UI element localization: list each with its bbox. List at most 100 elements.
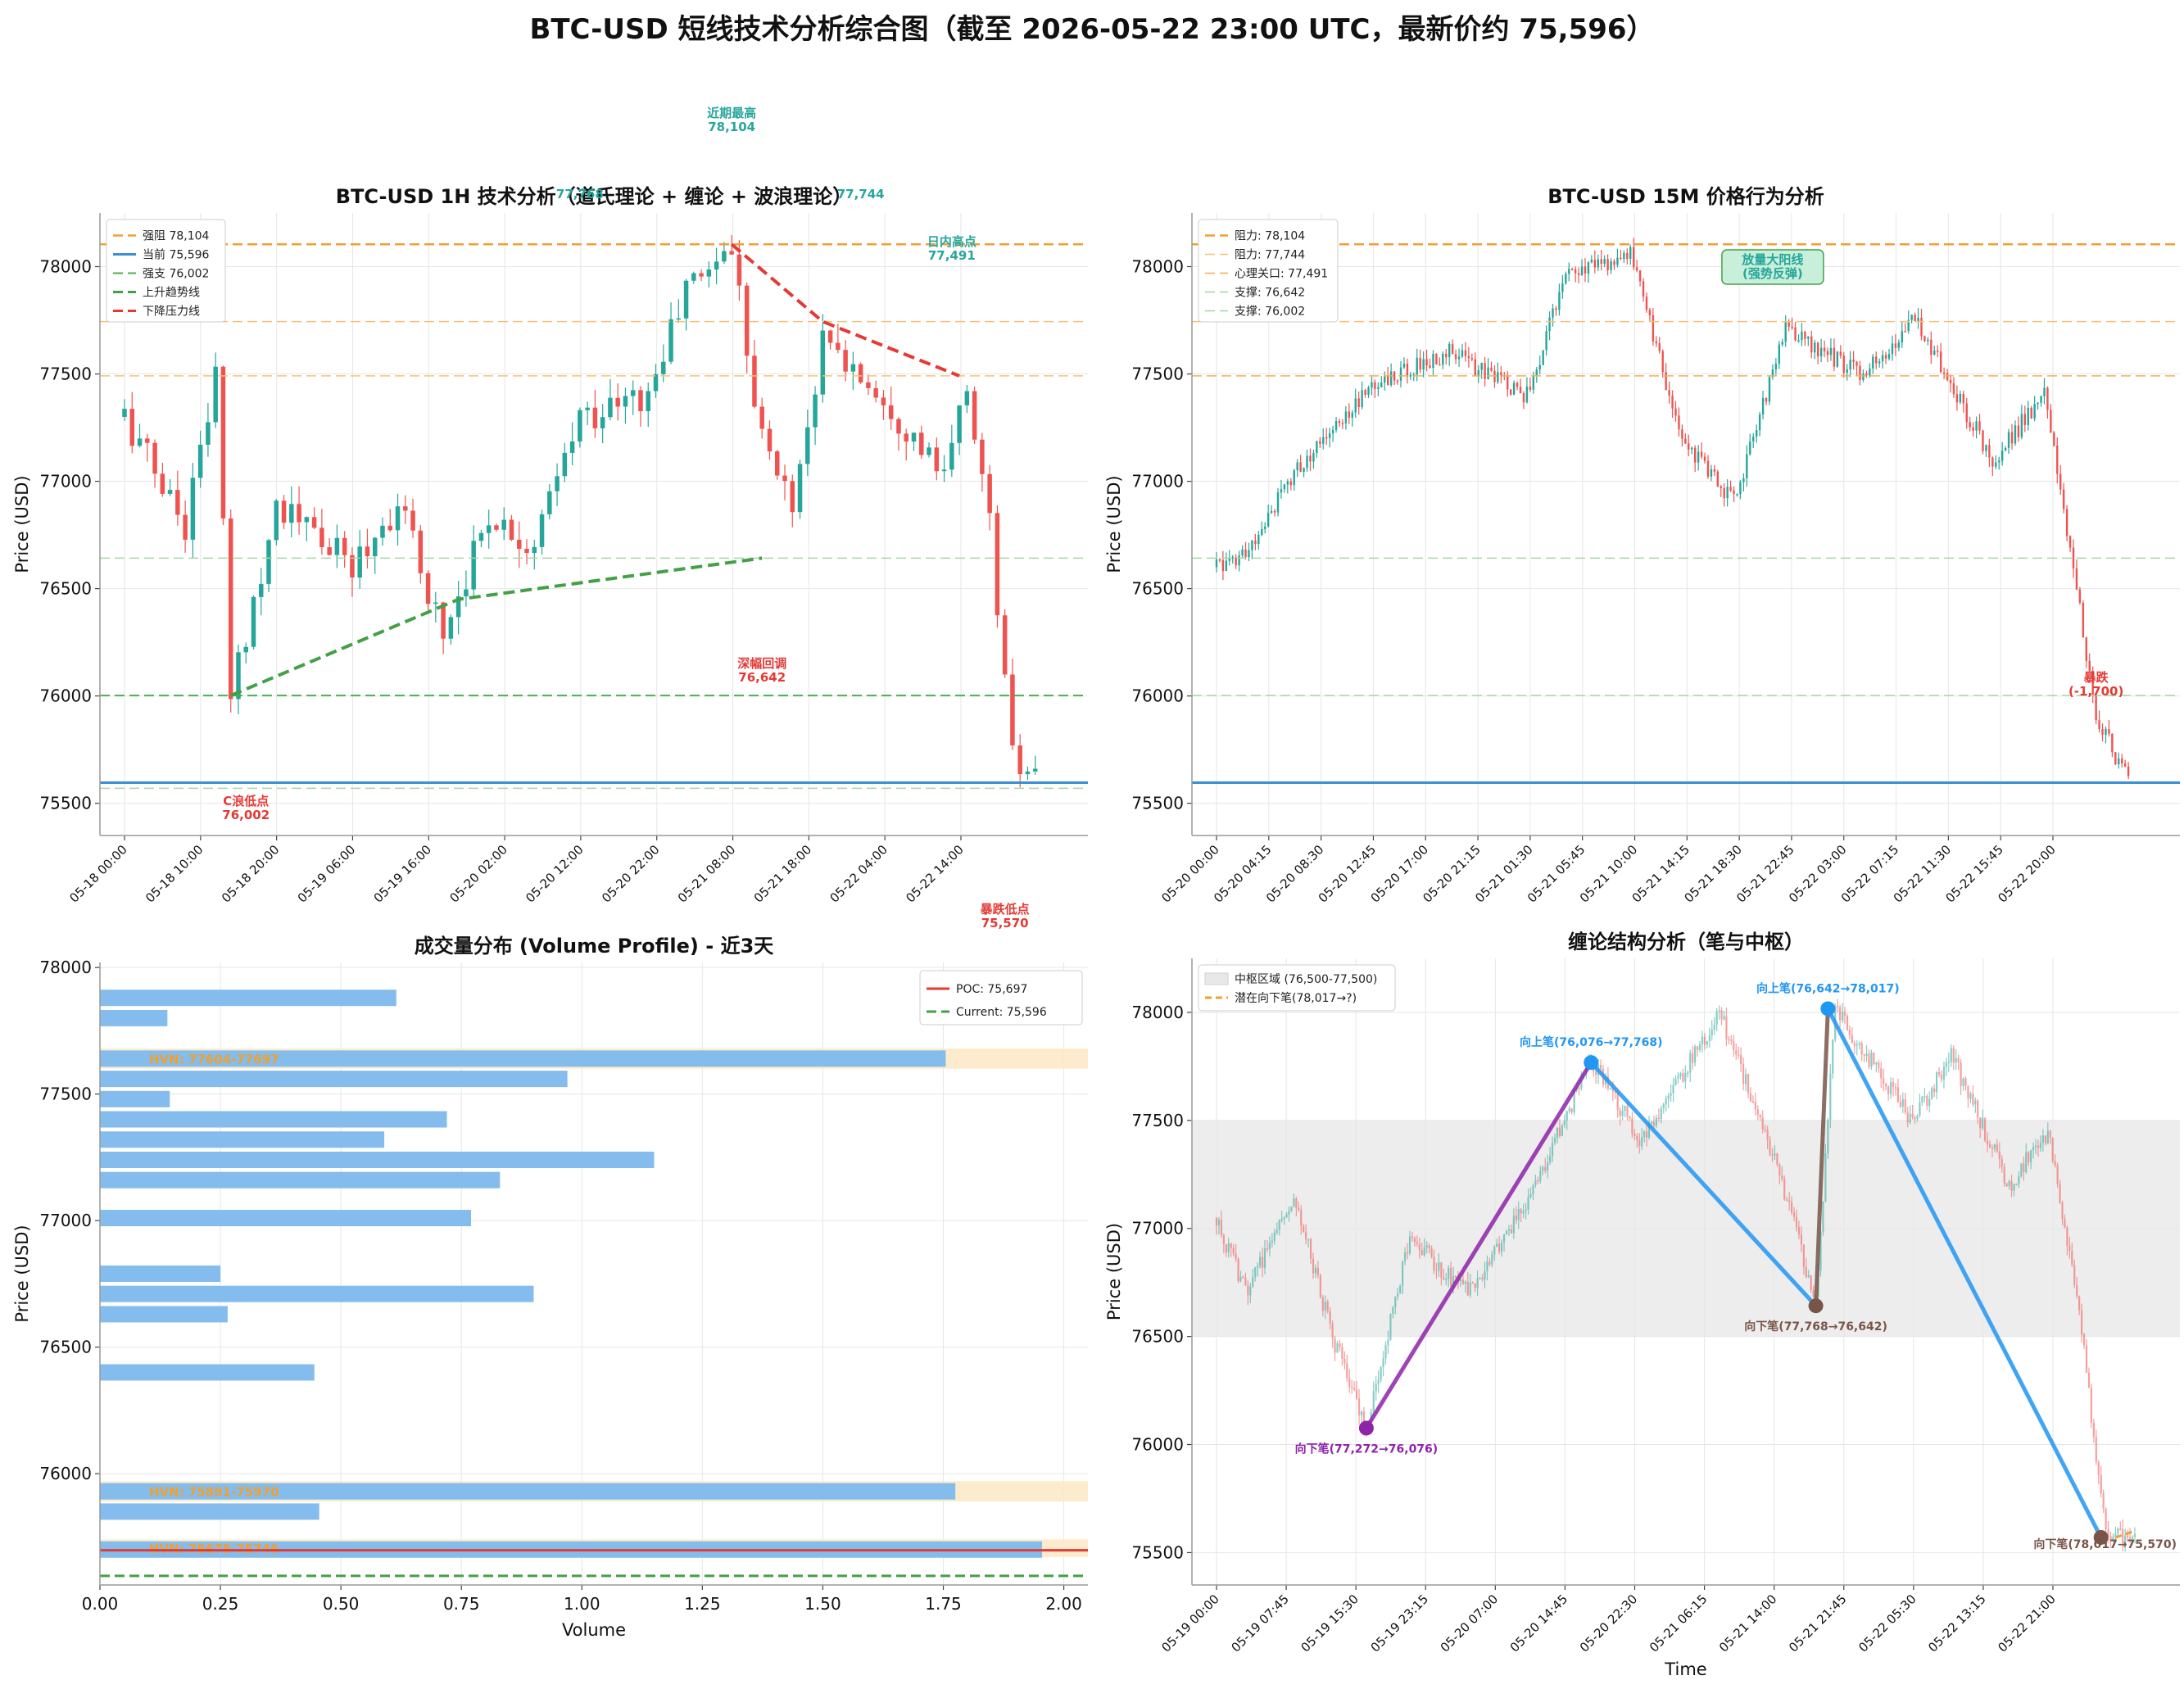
candle-body xyxy=(866,382,871,388)
candle-body xyxy=(1665,372,1667,391)
candle-body xyxy=(129,409,135,446)
candle-body xyxy=(2131,1537,2134,1539)
candle-body xyxy=(1263,1248,1266,1268)
candle-body xyxy=(1406,1252,1409,1254)
candle-body xyxy=(1570,1108,1573,1112)
candle-body xyxy=(1537,1180,1539,1182)
candle-body xyxy=(1629,1116,1631,1119)
candle-body xyxy=(2087,1372,2091,1388)
candle-body xyxy=(1553,1138,1556,1143)
annotation-text: 78,104 xyxy=(708,120,755,134)
candle-body xyxy=(259,583,264,597)
annotation-text: 深幅回调 xyxy=(737,656,786,671)
legend-label: 上升趋势线 xyxy=(143,287,200,300)
candle-body xyxy=(365,546,370,557)
candle-body xyxy=(1510,1229,1512,1234)
candle-body xyxy=(1674,1078,1677,1085)
y-axis-label: Price (USD) xyxy=(1104,475,1124,573)
candle-body xyxy=(1778,344,1781,365)
xtick-label: 0.25 xyxy=(202,1594,239,1614)
candle-body xyxy=(1464,1281,1466,1284)
candle-body xyxy=(1566,1111,1568,1121)
candle-body xyxy=(1710,1029,1713,1036)
ytick-label: 77500 xyxy=(1131,1111,1184,1130)
candle-body xyxy=(1706,460,1710,477)
candle-body xyxy=(1887,354,1891,359)
candle-body xyxy=(699,273,704,277)
candle-body xyxy=(1671,395,1674,409)
candle-body xyxy=(1331,1323,1334,1339)
legend-label: 强支 76,002 xyxy=(143,268,209,281)
xtick-label: 1.00 xyxy=(564,1594,600,1614)
candle-body xyxy=(1846,369,1848,373)
candle-body xyxy=(1587,262,1590,274)
chart-title: 缠论结构分析（笔与中枢） xyxy=(1568,931,1804,953)
candle-body xyxy=(478,532,484,541)
candle-body xyxy=(1321,1297,1324,1311)
candle-body xyxy=(1590,260,1593,263)
candle-body xyxy=(1527,1197,1529,1210)
candle-body xyxy=(1655,1117,1657,1126)
candle-body xyxy=(547,491,552,514)
candle-body xyxy=(1561,1125,1563,1136)
candle-body xyxy=(1469,1282,1471,1296)
candle-body xyxy=(1720,1010,1723,1020)
candle-body xyxy=(1771,369,1774,378)
candle-body xyxy=(1693,447,1697,463)
candle-body xyxy=(1408,1236,1411,1254)
candle-body xyxy=(1726,487,1729,499)
candle-body xyxy=(1343,1359,1346,1364)
hvn-label: HVN: 77604-77697 xyxy=(149,1052,279,1066)
candle-body xyxy=(911,432,917,442)
candle-body xyxy=(1413,1238,1416,1243)
candle-body xyxy=(2032,1147,2035,1151)
legend-box xyxy=(1198,219,1339,323)
candle-body xyxy=(1237,1258,1239,1281)
candle-body xyxy=(2000,1158,2003,1167)
trendline xyxy=(730,242,960,378)
candle-body xyxy=(820,330,826,395)
volume-bar xyxy=(100,1131,385,1148)
candle-body xyxy=(175,490,180,515)
annotation-box xyxy=(1721,249,1824,285)
candle-body xyxy=(1356,1389,1358,1399)
candle-body xyxy=(1507,1229,1511,1231)
candle-body xyxy=(1600,259,1602,265)
chan-stroke xyxy=(1826,1008,2103,1539)
candle-body xyxy=(1661,351,1664,373)
candle-body xyxy=(1439,364,1441,366)
candle-body xyxy=(1351,412,1353,418)
candle-body xyxy=(1599,1065,1602,1069)
candle-body xyxy=(1593,260,1597,268)
candle-body xyxy=(1684,1072,1687,1082)
candle-body xyxy=(1880,1068,1883,1079)
candle-body xyxy=(1324,1302,1326,1311)
candle-body xyxy=(1225,560,1228,572)
candle-body xyxy=(1558,1127,1561,1136)
volume-bar xyxy=(100,1171,501,1189)
candle-body xyxy=(1371,382,1373,388)
candle-body xyxy=(1261,1257,1264,1268)
candle-body xyxy=(896,419,901,434)
candle-body xyxy=(1520,1209,1522,1214)
candle-body xyxy=(1552,308,1554,318)
candle-body xyxy=(1629,247,1632,259)
candle-body xyxy=(1357,398,1360,408)
candle-body xyxy=(2027,407,2029,425)
annotation: 放量大阳线(强势反弹) xyxy=(1741,252,1803,281)
candle-body xyxy=(1642,281,1645,297)
candle-body xyxy=(1288,1211,1290,1215)
candle-body xyxy=(1296,462,1298,471)
xtick-label: 05-20 22:00 xyxy=(599,842,662,905)
candle-body xyxy=(1974,1100,1977,1105)
xtick-label: 05-20 02:00 xyxy=(446,842,510,905)
candle-body xyxy=(2062,489,2065,509)
candle-body xyxy=(1454,354,1457,360)
ytick-label: 76000 xyxy=(1131,686,1184,706)
candle-body xyxy=(1558,292,1561,310)
candle-body xyxy=(395,506,401,531)
candle-body xyxy=(1283,1217,1285,1219)
candle-body xyxy=(1435,1270,1438,1271)
candle-body xyxy=(691,273,696,281)
candle-body xyxy=(1488,1261,1491,1265)
